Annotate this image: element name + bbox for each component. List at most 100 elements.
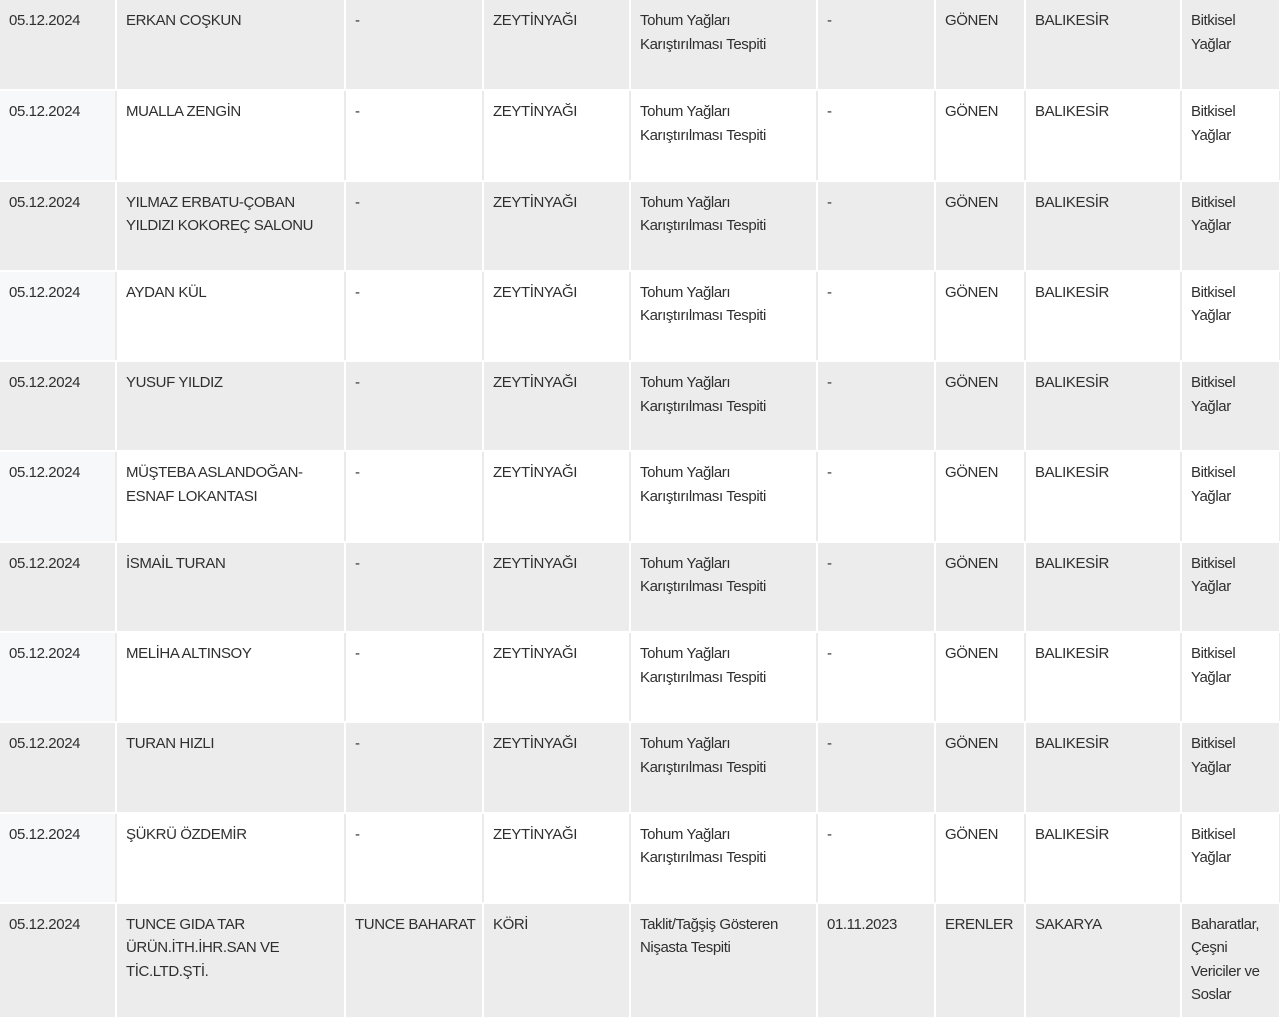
- brand-cell: -: [345, 541, 484, 634]
- date-cell: 05.12.2024: [0, 451, 117, 543]
- brand-cell: -: [345, 722, 484, 814]
- product-cell: ZEYTİNYAĞI: [483, 451, 631, 543]
- province-cell: BALIKESİR: [1025, 541, 1182, 634]
- violation-cell: Tohum Yağları Karıştırılması Tespiti: [630, 812, 818, 904]
- violation-cell: Tohum Yağları Karıştırılması Tespiti: [630, 90, 818, 182]
- table-row: 05.12.2024 MÜŞTEBA ASLANDOĞAN-ESNAF LOKAN…: [0, 451, 1280, 543]
- firm-name-cell: TURAN HIZLI: [116, 722, 346, 814]
- province-cell: BALIKESİR: [1025, 270, 1182, 363]
- batch-cell: -: [817, 361, 936, 453]
- table-row: 05.12.2024 MUALLA ZENGİN - ZEYTİNYAĞI Tohum …: [0, 90, 1280, 182]
- firm-name-cell: TUNCE GIDA TAR ÜRÜN.İTH.İHR.SAN VE TİC.L…: [116, 902, 346, 1019]
- district-cell: GÖNEN: [935, 722, 1026, 814]
- district-cell: GÖNEN: [935, 541, 1026, 634]
- date-cell: 05.12.2024: [0, 632, 117, 724]
- batch-cell: -: [817, 812, 936, 904]
- province-cell: SAKARYA: [1025, 902, 1182, 1019]
- district-cell: ERENLER: [935, 902, 1026, 1019]
- date-cell: 05.12.2024: [0, 180, 117, 272]
- violation-cell: Tohum Yağları Karıştırılması Tespiti: [630, 451, 818, 543]
- product-group-cell: Bitkisel Yağlar: [1181, 632, 1280, 724]
- district-cell: GÖNEN: [935, 270, 1026, 363]
- product-cell: ZEYTİNYAĞI: [483, 180, 631, 272]
- table-row: 05.12.2024 MELİHA ALTINSOY - ZEYTİNYAĞI Tohu…: [0, 632, 1280, 724]
- firm-name-cell: MÜŞTEBA ASLANDOĞAN-ESNAF LOKANTASI: [116, 451, 346, 543]
- brand-cell: -: [345, 180, 484, 272]
- product-group-cell: Baharatlar, Çeşni Vericiler ve Soslar: [1181, 902, 1280, 1019]
- table-row: 05.12.2024 AYDAN KÜL - ZEYTİNYAĞI Tohum Yağl…: [0, 270, 1280, 363]
- brand-cell: -: [345, 451, 484, 543]
- province-cell: BALIKESİR: [1025, 180, 1182, 272]
- firm-name-cell: ŞÜKRÜ ÖZDEMİR: [116, 812, 346, 904]
- date-cell: 05.12.2024: [0, 361, 117, 453]
- product-group-cell: Bitkisel Yağlar: [1181, 722, 1280, 814]
- district-cell: GÖNEN: [935, 812, 1026, 904]
- province-cell: BALIKESİR: [1025, 812, 1182, 904]
- brand-cell: -: [345, 812, 484, 904]
- violation-cell: Tohum Yağları Karıştırılması Tespiti: [630, 632, 818, 724]
- product-cell: ZEYTİNYAĞI: [483, 0, 631, 92]
- table-row: 05.12.2024 YILMAZ ERBATU-ÇOBAN YILDIZI KO…: [0, 180, 1280, 272]
- product-cell: ZEYTİNYAĞI: [483, 90, 631, 182]
- date-cell: 05.12.2024: [0, 722, 117, 814]
- firm-name-cell: MELİHA ALTINSOY: [116, 632, 346, 724]
- brand-cell: -: [345, 361, 484, 453]
- product-cell: KÖRİ: [483, 902, 631, 1019]
- table-row: 05.12.2024 İSMAİL TURAN - ZEYTİNYAĞI Tohum Y…: [0, 541, 1280, 634]
- district-cell: GÖNEN: [935, 451, 1026, 543]
- violation-cell: Tohum Yağları Karıştırılması Tespiti: [630, 722, 818, 814]
- violation-cell: Tohum Yağları Karıştırılması Tespiti: [630, 541, 818, 634]
- district-cell: GÖNEN: [935, 180, 1026, 272]
- violation-cell: Tohum Yağları Karıştırılması Tespiti: [630, 361, 818, 453]
- product-group-cell: Bitkisel Yağlar: [1181, 361, 1280, 453]
- product-group-cell: Bitkisel Yağlar: [1181, 541, 1280, 634]
- date-cell: 05.12.2024: [0, 541, 117, 634]
- date-cell: 05.12.2024: [0, 270, 117, 363]
- brand-cell: TUNCE BAHARAT: [345, 902, 484, 1019]
- product-cell: ZEYTİNYAĞI: [483, 812, 631, 904]
- product-group-cell: Bitkisel Yağlar: [1181, 0, 1280, 92]
- table-row: 05.12.2024 ŞÜKRÜ ÖZDEMİR - ZEYTİNYAĞI Tohum …: [0, 812, 1280, 904]
- district-cell: GÖNEN: [935, 632, 1026, 724]
- province-cell: BALIKESİR: [1025, 90, 1182, 182]
- province-cell: BALIKESİR: [1025, 361, 1182, 453]
- brand-cell: -: [345, 270, 484, 363]
- date-cell: 05.12.2024: [0, 902, 117, 1019]
- batch-cell: -: [817, 0, 936, 92]
- firm-name-cell: İSMAİL TURAN: [116, 541, 346, 634]
- province-cell: BALIKESİR: [1025, 722, 1182, 814]
- firm-name-cell: YUSUF YILDIZ: [116, 361, 346, 453]
- brand-cell: -: [345, 90, 484, 182]
- batch-cell: -: [817, 722, 936, 814]
- product-group-cell: Bitkisel Yağlar: [1181, 90, 1280, 182]
- province-cell: BALIKESİR: [1025, 0, 1182, 92]
- batch-cell: -: [817, 270, 936, 363]
- table-row: 05.12.2024 TUNCE GIDA TAR ÜRÜN.İTH.İHR.SA…: [0, 902, 1280, 1019]
- date-cell: 05.12.2024: [0, 90, 117, 182]
- product-group-cell: Bitkisel Yağlar: [1181, 812, 1280, 904]
- firm-name-cell: YILMAZ ERBATU-ÇOBAN YILDIZI KOKOREÇ SALO…: [116, 180, 346, 272]
- batch-cell: -: [817, 451, 936, 543]
- product-group-cell: Bitkisel Yağlar: [1181, 270, 1280, 363]
- batch-cell: -: [817, 632, 936, 724]
- table-row: 05.12.2024 YUSUF YILDIZ - ZEYTİNYAĞI Tohum Y…: [0, 361, 1280, 453]
- product-group-cell: Bitkisel Yağlar: [1181, 451, 1280, 543]
- date-cell: 05.12.2024: [0, 0, 117, 92]
- batch-cell: -: [817, 90, 936, 182]
- violation-cell: Tohum Yağları Karıştırılması Tespiti: [630, 270, 818, 363]
- firm-name-cell: ERKAN COŞKUN: [116, 0, 346, 92]
- district-cell: GÖNEN: [935, 90, 1026, 182]
- date-cell: 05.12.2024: [0, 812, 117, 904]
- table-row: 05.12.2024 TURAN HIZLI - ZEYTİNYAĞI Tohum Ya…: [0, 722, 1280, 814]
- product-group-cell: Bitkisel Yağlar: [1181, 180, 1280, 272]
- violation-cell: Tohum Yağları Karıştırılması Tespiti: [630, 0, 818, 92]
- province-cell: BALIKESİR: [1025, 451, 1182, 543]
- product-cell: ZEYTİNYAĞI: [483, 361, 631, 453]
- firm-name-cell: MUALLA ZENGİN: [116, 90, 346, 182]
- district-cell: GÖNEN: [935, 361, 1026, 453]
- table-row: 05.12.2024 ERKAN COŞKUN - ZEYTİNYAĞI Tohum Y…: [0, 0, 1280, 92]
- product-cell: ZEYTİNYAĞI: [483, 541, 631, 634]
- product-cell: ZEYTİNYAĞI: [483, 722, 631, 814]
- brand-cell: -: [345, 632, 484, 724]
